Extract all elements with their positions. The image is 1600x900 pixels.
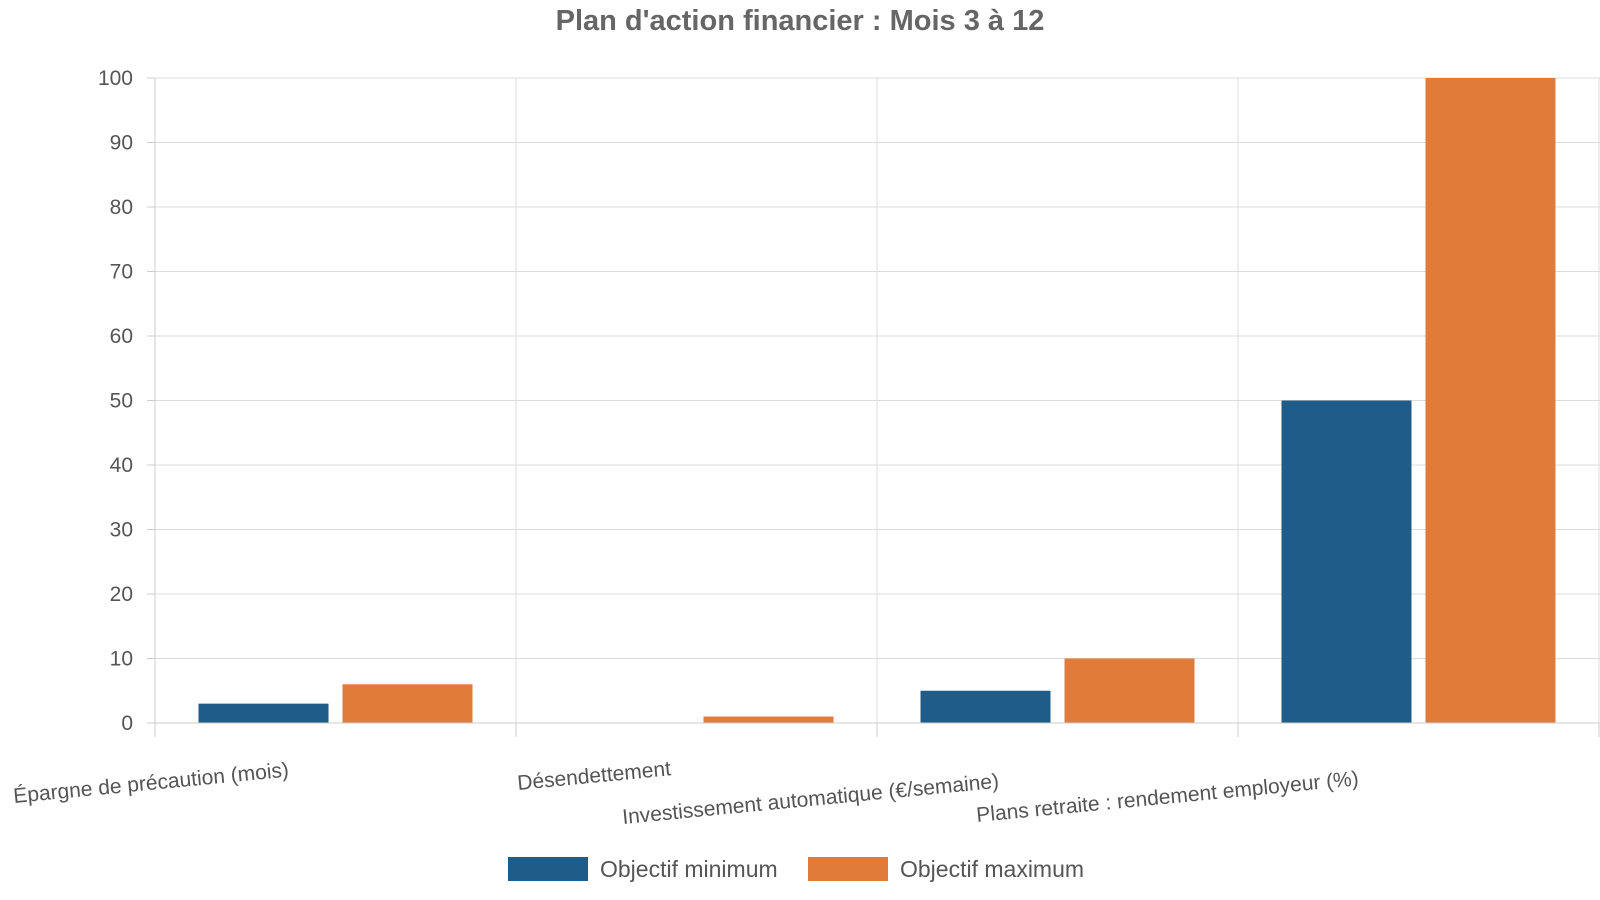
bar-objectif-minimum bbox=[1281, 400, 1412, 723]
y-tick-label: 0 bbox=[121, 712, 133, 735]
bars bbox=[198, 78, 1556, 723]
y-tick-label: 50 bbox=[110, 390, 133, 413]
y-tick-label: 70 bbox=[110, 261, 133, 284]
y-tick-label: 20 bbox=[110, 583, 133, 606]
x-category-label: Désendettement bbox=[516, 757, 672, 795]
bar-objectif-maximum bbox=[1064, 658, 1195, 723]
y-tick-label: 30 bbox=[110, 519, 133, 542]
y-tick-label: 80 bbox=[110, 196, 133, 219]
y-tick-label: 40 bbox=[110, 454, 133, 477]
bar-objectif-minimum bbox=[920, 690, 1051, 723]
bar-objectif-maximum bbox=[1425, 78, 1556, 723]
x-category-label: Investissement automatique (€/semaine) bbox=[621, 770, 1000, 829]
legend-swatch bbox=[808, 857, 888, 881]
grid bbox=[155, 77, 1600, 724]
y-tick-label: 100 bbox=[98, 67, 133, 90]
bar-objectif-maximum bbox=[342, 684, 473, 723]
chart-title: Plan d'action financier : Mois 3 à 12 bbox=[556, 5, 1045, 37]
legend-label: Objectif minimum bbox=[600, 856, 778, 882]
x-category-label: Plans retraite : rendement employeur (%) bbox=[975, 767, 1359, 827]
x-category-label: Épargne de précaution (mois) bbox=[12, 759, 290, 808]
legend-label: Objectif maximum bbox=[900, 856, 1084, 882]
y-tick-label: 90 bbox=[110, 132, 133, 155]
axes bbox=[147, 77, 1600, 737]
legend: Objectif minimum Objectif maximum bbox=[508, 856, 1084, 882]
bar-objectif-minimum bbox=[198, 703, 329, 723]
legend-swatch bbox=[508, 857, 588, 881]
y-tick-label: 60 bbox=[110, 325, 133, 348]
y-tick-labels: 0 10 20 30 40 50 60 70 80 90 100 bbox=[98, 67, 133, 735]
x-category-labels: Épargne de précaution (mois) Désendetteme… bbox=[12, 757, 1359, 829]
y-tick-label: 10 bbox=[110, 648, 133, 671]
bar-objectif-maximum bbox=[703, 716, 834, 723]
